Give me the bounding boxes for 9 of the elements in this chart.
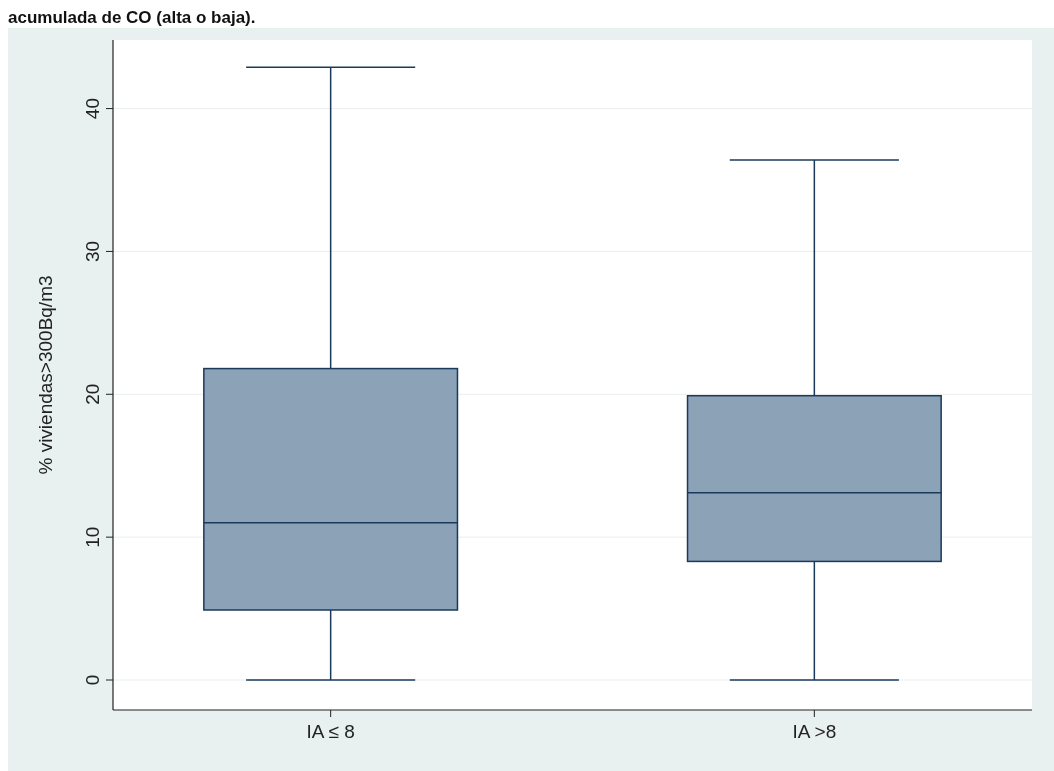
- y-tick-label: 10: [82, 526, 103, 548]
- y-tick-label: 30: [82, 240, 103, 262]
- x-tick-label: IA ≤ 8: [306, 721, 355, 742]
- y-tick-label: 0: [82, 674, 103, 686]
- y-tick-label: 20: [82, 383, 103, 405]
- y-axis-title: % viviendas>300Bq/m3: [35, 275, 56, 475]
- x-tick-label: IA >8: [792, 721, 837, 742]
- chart-title: acumulada de CO (alta o baja).: [8, 8, 256, 27]
- y-tick-label: 40: [82, 98, 103, 120]
